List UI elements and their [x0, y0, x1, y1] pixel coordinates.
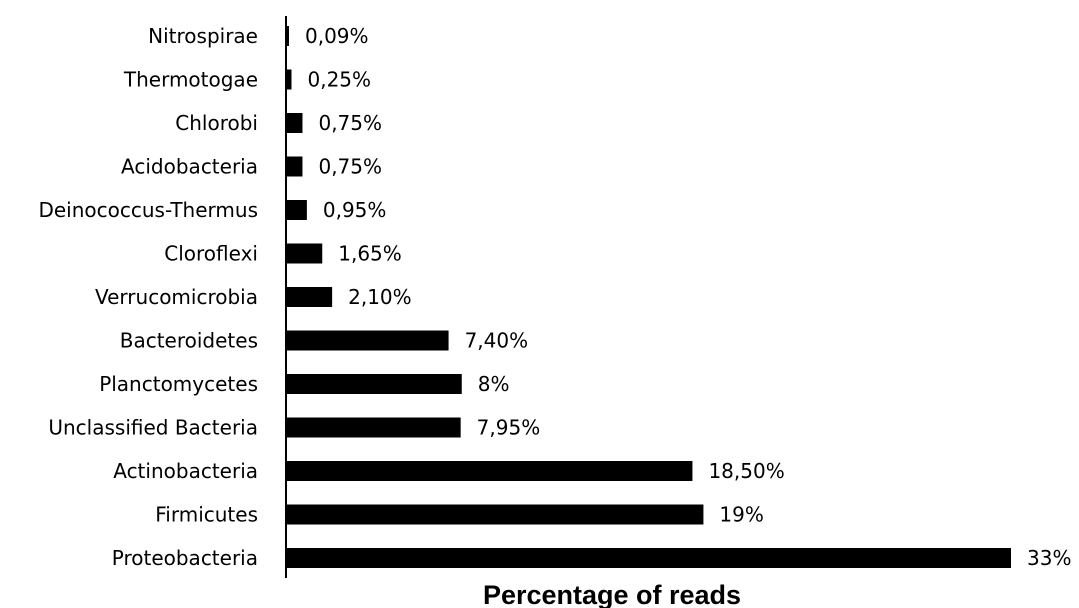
value-label-acidobacteria: 0,75% [318, 155, 382, 179]
category-label-nitrospirae: Nitrospirae [148, 24, 258, 48]
bar-planctomycetes [286, 374, 462, 394]
value-label-actinobacteria: 18,50% [708, 459, 784, 483]
value-label-proteobacteria: 33% [1027, 546, 1071, 570]
bar-firmicutes [286, 504, 704, 525]
bar-actinobacteria [286, 461, 693, 481]
category-label-cloroflexi: Cloroflexi [164, 242, 258, 266]
value-label-nitrospirae: 0,09% [305, 24, 369, 48]
value-label-unclassified-bacteria: 7,95% [477, 416, 541, 440]
category-label-actinobacteria: Actinobacteria [113, 459, 258, 483]
category-label-bacteroidetes: Bacteroidetes [120, 329, 258, 353]
bar-chlorobi [286, 113, 303, 133]
category-labels: Nitrospirae Thermotogae Chlorobi Acidobacte… [38, 24, 258, 570]
x-axis-title: Percentage of reads [483, 580, 741, 608]
category-label-verrucomicrobia: Verrucomicrobia [95, 285, 258, 309]
bars-group [286, 26, 1011, 568]
category-label-deinococcus-thermus: Deinococcus-Thermus [38, 198, 258, 222]
category-label-chlorobi: Chlorobi [175, 111, 258, 135]
value-label-chlorobi: 0,75% [318, 111, 382, 135]
value-labels: 0,09% 0,25% 0,75% 0,75% 0,95% 1,65% 2,10% 7,40%… [305, 24, 1071, 570]
value-label-firmicutes: 19% [719, 503, 763, 527]
bar-acidobacteria [286, 156, 303, 177]
bar-thermotogae [286, 69, 292, 90]
category-label-thermotogae: Thermotogae [123, 68, 258, 92]
bar-proteobacteria [286, 548, 1011, 568]
value-label-planctomycetes: 8% [478, 372, 510, 396]
bar-verrucomicrobia [286, 287, 333, 307]
category-label-unclassified-bacteria: Unclassified Bacteria [48, 416, 258, 440]
value-label-deinococcus-thermus: 0,95% [323, 198, 387, 222]
category-label-acidobacteria: Acidobacteria [121, 155, 258, 179]
value-label-cloroflexi: 1,65% [338, 242, 402, 266]
bar-cloroflexi [286, 243, 323, 264]
bar-deinococcus-thermus [286, 200, 307, 220]
category-label-firmicutes: Firmicutes [155, 503, 258, 527]
bar-unclassified-bacteria [286, 417, 461, 438]
bar-nitrospirae [286, 26, 289, 46]
category-label-proteobacteria: Proteobacteria [112, 546, 258, 570]
bar-bacteroidetes [286, 330, 449, 351]
category-label-planctomycetes: Planctomycetes [99, 372, 258, 396]
value-label-thermotogae: 0,25% [307, 68, 371, 92]
value-label-verrucomicrobia: 2,10% [348, 285, 412, 309]
value-label-bacteroidetes: 7,40% [465, 329, 529, 353]
